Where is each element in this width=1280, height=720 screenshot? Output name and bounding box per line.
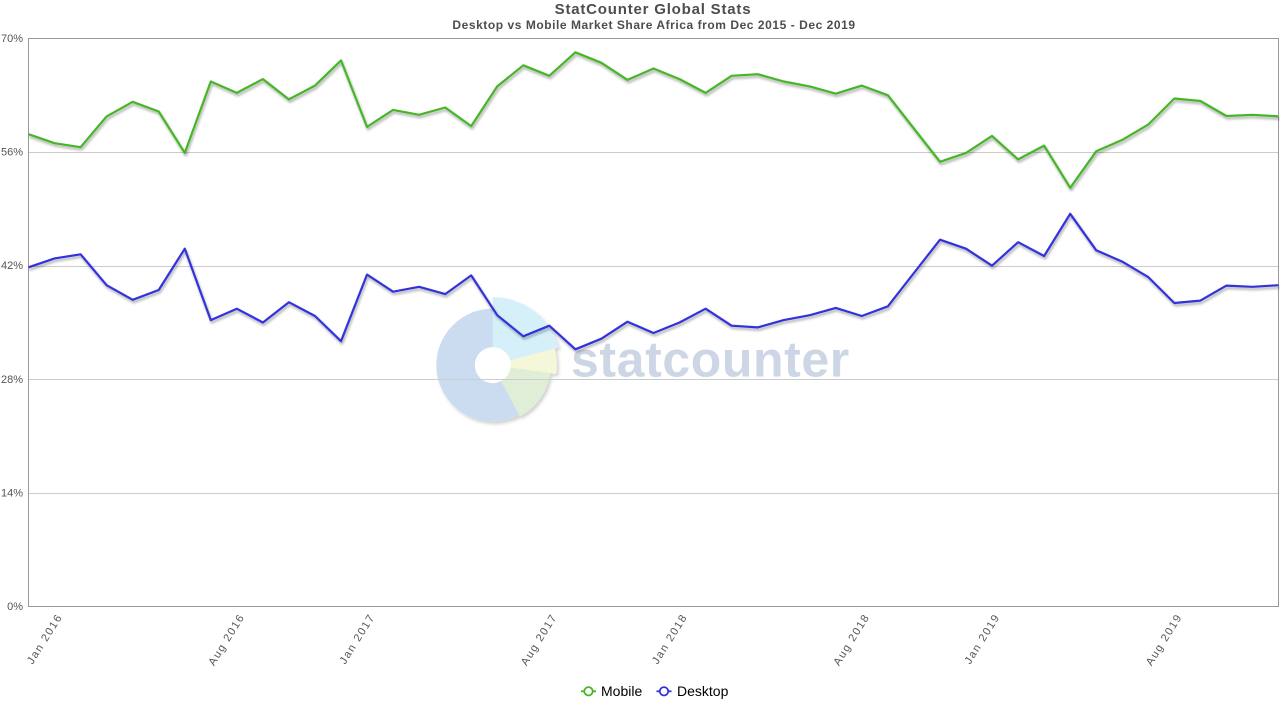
svg-text:42%: 42% bbox=[1, 260, 23, 272]
svg-text:0%: 0% bbox=[7, 601, 23, 613]
svg-text:StatCounter Global Stats: StatCounter Global Stats bbox=[555, 1, 752, 18]
svg-text:Aug 2019: Aug 2019 bbox=[1144, 612, 1185, 668]
svg-text:Jan 2017: Jan 2017 bbox=[337, 612, 377, 667]
svg-text:Mobile: Mobile bbox=[601, 683, 642, 699]
svg-text:14%: 14% bbox=[1, 487, 23, 499]
svg-text:Desktop: Desktop bbox=[677, 683, 729, 699]
svg-text:56%: 56% bbox=[1, 147, 23, 159]
svg-text:statcounter: statcounter bbox=[571, 332, 850, 388]
svg-text:70%: 70% bbox=[1, 33, 23, 45]
svg-text:Desktop vs Mobile Market Share: Desktop vs Mobile Market Share Africa fr… bbox=[452, 18, 855, 32]
svg-text:Jan 2016: Jan 2016 bbox=[25, 612, 65, 667]
svg-text:Jan 2018: Jan 2018 bbox=[650, 612, 690, 667]
svg-text:Aug 2017: Aug 2017 bbox=[519, 612, 560, 668]
svg-text:Jan 2019: Jan 2019 bbox=[962, 612, 1002, 667]
svg-text:Aug 2016: Aug 2016 bbox=[206, 612, 247, 668]
svg-text:Aug 2018: Aug 2018 bbox=[831, 612, 872, 668]
svg-text:28%: 28% bbox=[1, 374, 23, 386]
